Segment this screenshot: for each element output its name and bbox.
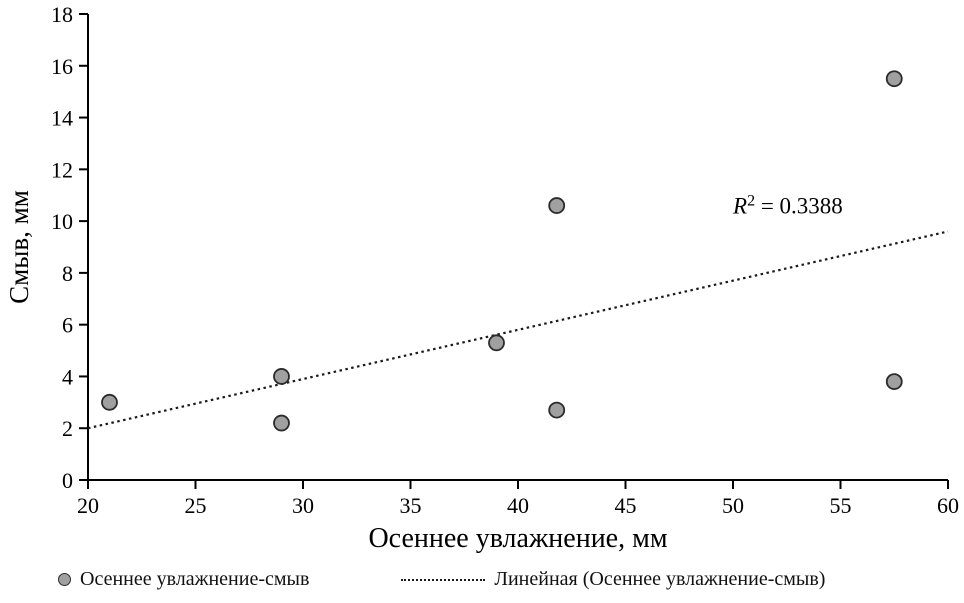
x-tick-label: 35 xyxy=(400,493,422,518)
x-tick-label: 20 xyxy=(77,493,99,518)
data-point xyxy=(488,334,505,352)
y-tick-label: 2 xyxy=(62,416,73,441)
data-point xyxy=(101,393,118,411)
data-point xyxy=(885,70,903,88)
legend-label-points: Осеннее увлажнение-смыв xyxy=(80,568,310,590)
y-tick-label: 16 xyxy=(51,54,73,79)
y-tick-label: 8 xyxy=(62,261,73,286)
x-tick-label: 50 xyxy=(722,493,744,518)
point-marker-icon xyxy=(58,573,71,586)
y-tick-label: 0 xyxy=(62,468,73,493)
y-tick-label: 14 xyxy=(51,106,73,131)
y-axis-title: Смыв, мм xyxy=(4,190,34,304)
x-tick-label: 40 xyxy=(507,493,529,518)
chart-legend: Осеннее увлажнение-смыв Линейная (Осенне… xyxy=(0,556,964,603)
y-tick-label: 6 xyxy=(62,313,73,338)
data-point xyxy=(273,414,290,432)
y-tick-label: 4 xyxy=(62,364,73,389)
r-squared-annotation: R2 = 0.3388 xyxy=(732,192,843,218)
x-tick-label: 55 xyxy=(830,493,852,518)
x-tick-label: 25 xyxy=(185,493,207,518)
y-tick-label: 10 xyxy=(51,209,73,234)
y-tick-label: 18 xyxy=(51,2,73,27)
x-tick-label: 30 xyxy=(292,493,314,518)
scatter-chart: 0 2 4 6 8 10 12 14 16 18 20 25 30 35 40 45 50 55 60 Смыв, м… xyxy=(4,2,959,554)
dashed-line-icon xyxy=(401,578,486,581)
x-axis-title: Осеннее увлажнение, мм xyxy=(368,523,667,554)
data-point xyxy=(548,401,566,419)
trendline xyxy=(87,230,949,430)
data-point xyxy=(548,197,566,214)
x-tick-label: 45 xyxy=(615,493,637,518)
y-tick-label: 12 xyxy=(51,157,73,182)
x-tick-label: 60 xyxy=(937,493,959,518)
data-point xyxy=(885,373,903,391)
legend-label-trendline: Линейная (Осеннее увлажнение-смыв) xyxy=(494,568,826,590)
legend-item-points: Осеннее увлажнение-смыв xyxy=(58,568,309,591)
data-point xyxy=(273,368,290,385)
legend-item-trendline: Линейная (Осеннее увлажнение-смыв) xyxy=(401,568,825,591)
